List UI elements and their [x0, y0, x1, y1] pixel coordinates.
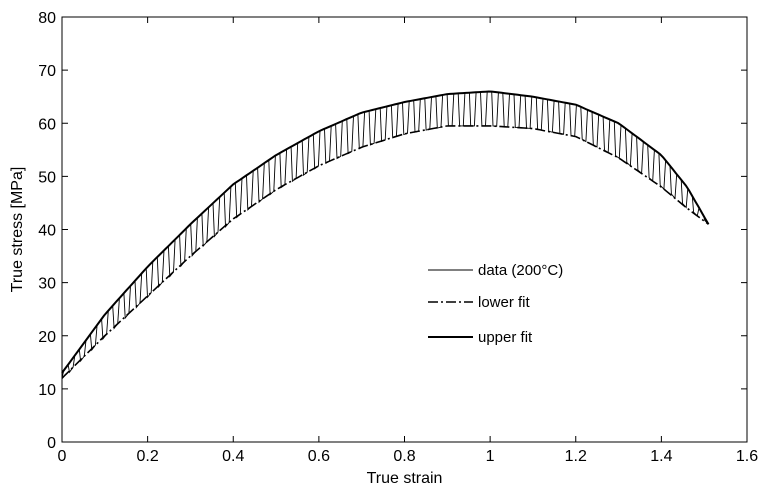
y-tick-label: 20: [38, 329, 56, 346]
x-tick-label: 0: [58, 448, 67, 465]
legend-label-upper-fit: upper fit: [478, 329, 533, 346]
series-line-data: [61, 91, 709, 379]
x-tick-label: 1.2: [565, 448, 587, 465]
y-tick-label: 0: [47, 435, 56, 452]
y-tick-label: 70: [38, 63, 56, 80]
x-tick-label: 0.2: [137, 448, 159, 465]
x-tick-label: 0.6: [308, 448, 330, 465]
y-tick-label: 50: [38, 169, 56, 186]
axis-ticks: 0 0.2 0.4 0.6 0.8 1 1.2 1.4 1.6 0 10 20 30 40 50 60 70 80: [38, 10, 758, 465]
series-line-lower-fit: [61, 125, 709, 379]
series-line-upper-fit: [61, 90, 710, 374]
x-tick-label: 0.4: [222, 448, 244, 465]
legend-label-lower-fit: lower fit: [478, 294, 531, 311]
y-tick-label: 10: [38, 382, 56, 399]
x-tick-label: 1.4: [650, 448, 672, 465]
y-tick-label: 40: [38, 223, 56, 240]
plot-frame: [61, 16, 748, 443]
x-tick-label: 1.6: [736, 448, 758, 465]
legend-label-data: data (200°C): [478, 262, 563, 279]
y-tick-label: 60: [38, 116, 56, 133]
y-tick-label: 30: [38, 276, 56, 293]
y-tick-label: 80: [38, 10, 56, 27]
legend: data (200°C) lower fit upper fit: [428, 262, 563, 346]
y-axis-label: True stress [MPa]: [9, 167, 26, 293]
x-axis-label: True strain: [367, 470, 443, 487]
x-tick-label: 0.8: [393, 448, 415, 465]
plot-data-layer: [61, 90, 710, 379]
x-tick-label: 1: [486, 448, 495, 465]
